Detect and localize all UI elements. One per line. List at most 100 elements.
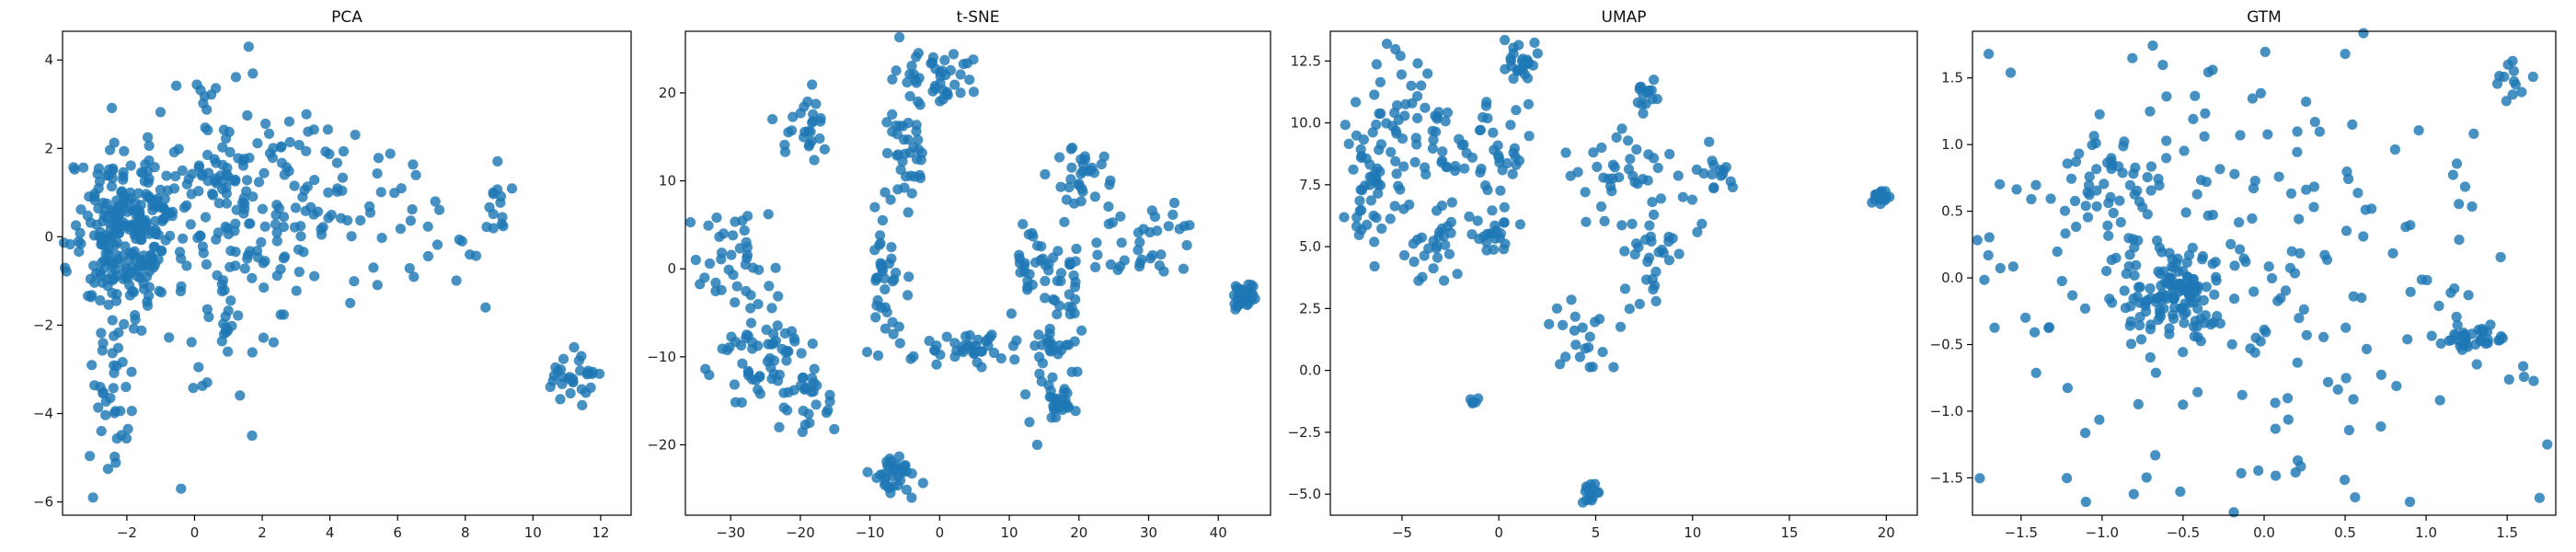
pca-point	[144, 225, 155, 236]
tsne-point	[796, 348, 807, 359]
umap-point	[1616, 123, 1627, 134]
tsne-point	[815, 113, 826, 124]
gtm-point	[2201, 282, 2212, 293]
pca-point	[410, 169, 421, 180]
tsne-point	[915, 155, 926, 166]
umap-point	[1529, 37, 1540, 49]
gtm-point	[1984, 49, 1995, 60]
umap-point	[1574, 351, 1585, 362]
gtm-point	[2179, 145, 2190, 156]
umap-point	[1381, 39, 1393, 50]
gtm-point	[2245, 343, 2256, 354]
gtm-point	[2145, 324, 2156, 335]
pca-point	[165, 208, 176, 219]
umap-point	[1440, 239, 1451, 250]
umap-point	[1440, 116, 1451, 127]
pca-point	[558, 353, 569, 364]
pca-point	[144, 291, 155, 302]
pca-point	[178, 233, 189, 244]
tsne-point	[1029, 340, 1041, 351]
umap-point	[1609, 162, 1620, 173]
pca-point	[224, 261, 236, 272]
umap-point	[1655, 193, 1666, 204]
umap-point	[1373, 188, 1384, 199]
gtm-point	[2210, 257, 2221, 268]
gtm-point	[2185, 279, 2196, 290]
pca-point	[375, 187, 386, 198]
gtm-point	[2476, 334, 2487, 345]
gtm-point	[2495, 251, 2506, 263]
gtm-point	[2145, 161, 2156, 172]
umap-point	[1450, 161, 1461, 172]
tsne-point	[905, 170, 916, 181]
tsne-point	[960, 331, 972, 342]
gtm-point	[2285, 188, 2297, 199]
pca-point	[258, 332, 269, 343]
gtm-point	[2292, 126, 2303, 137]
umap-xtick-label: 20	[1878, 524, 1895, 541]
gtm-point	[2125, 339, 2137, 350]
umap-point	[1524, 58, 1535, 69]
pca-point	[98, 338, 109, 349]
umap-point	[1372, 163, 1383, 174]
umap-point	[1599, 215, 1610, 226]
umap-point	[1360, 180, 1371, 191]
gtm-point	[2340, 322, 2352, 333]
pca-point	[96, 426, 107, 437]
pca-point	[230, 247, 241, 258]
tsne-point	[1055, 276, 1066, 287]
umap-xtick-label: 0	[1494, 524, 1503, 541]
pca-point	[331, 157, 342, 168]
pca-point	[186, 337, 197, 348]
tsne-point	[1072, 366, 1083, 377]
tsne-point	[862, 466, 873, 477]
tsne-point	[754, 371, 765, 382]
gtm-point	[2301, 184, 2312, 195]
tsne-point	[941, 331, 952, 342]
pca-point	[404, 263, 415, 274]
tsne-point	[1040, 275, 1051, 287]
umap-point	[1606, 186, 1617, 197]
gtm-point	[2318, 331, 2329, 342]
umap-point	[1465, 394, 1476, 405]
umap-point	[1499, 217, 1510, 228]
pca-xtick-label: 10	[524, 524, 542, 541]
umap-point	[1481, 97, 1492, 108]
tsne-point	[774, 421, 785, 432]
tsne-point	[1024, 417, 1035, 428]
tsne-point	[741, 285, 752, 297]
pca-point	[212, 270, 223, 281]
umap-point	[1367, 127, 1378, 138]
tsne-point	[888, 481, 899, 492]
gtm-point	[2106, 254, 2117, 266]
pca-point	[132, 188, 144, 199]
tsne-point	[888, 328, 899, 339]
umap-ytick-label: −5.0	[1288, 486, 1321, 502]
umap-point	[1452, 269, 1463, 280]
pca-point	[289, 222, 300, 233]
pca-point	[230, 218, 241, 229]
gtm-point	[2340, 475, 2351, 486]
gtm-point	[2229, 293, 2240, 305]
pca-point	[372, 168, 383, 179]
tsne-point	[1050, 412, 1062, 423]
umap-point	[1442, 221, 1454, 232]
pca-point	[86, 360, 98, 371]
tsne-point	[887, 276, 898, 287]
pca-point	[137, 167, 148, 178]
pca-ytick-label: −6	[33, 494, 53, 511]
tsne-point	[887, 109, 898, 120]
tsne-point	[1178, 263, 1189, 274]
umap-point	[1476, 163, 1487, 175]
tsne-point	[906, 188, 917, 199]
tsne-point	[891, 65, 902, 76]
pca-point	[281, 162, 293, 173]
pca-point	[109, 360, 120, 371]
tsne-point	[1040, 293, 1051, 304]
umap-point	[1638, 108, 1649, 119]
gtm-ytick-label: −1.5	[1930, 469, 1963, 486]
pca-point	[201, 149, 213, 160]
tsne-point	[878, 468, 889, 480]
tsne-point	[1152, 225, 1163, 236]
panel-umap: −5 0 5 10 15 20 −5.0 −2.5 0.0 2.5 5.0 7.5 10.0 12.5 UM…	[1288, 8, 1918, 541]
